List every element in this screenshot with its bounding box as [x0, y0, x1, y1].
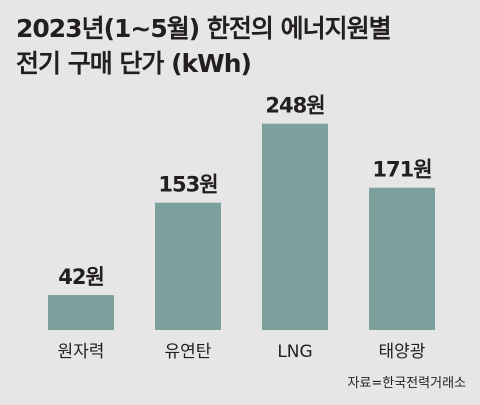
- category-label-1: 유연탄: [165, 342, 212, 362]
- value-label-2: 248원: [265, 94, 324, 118]
- bar-0: [48, 295, 114, 330]
- chart-title-line-1: 2023년(1~5월) 한전의 에너지원별: [16, 14, 392, 43]
- source-note: 자료=한국전력거래소: [347, 376, 466, 391]
- value-label-3: 171원: [372, 158, 431, 182]
- bar-3: [369, 187, 435, 330]
- category-label-2: LNG: [277, 342, 312, 362]
- category-label-0: 원자력: [58, 342, 105, 362]
- category-label-3: 태양광: [379, 342, 426, 362]
- bar-1: [155, 202, 221, 330]
- bar-2: [262, 123, 328, 330]
- value-label-1: 153원: [158, 173, 217, 197]
- chart-title-line-2: 전기 구매 단가 (kWh): [16, 49, 252, 78]
- value-label-0: 42원: [58, 265, 104, 289]
